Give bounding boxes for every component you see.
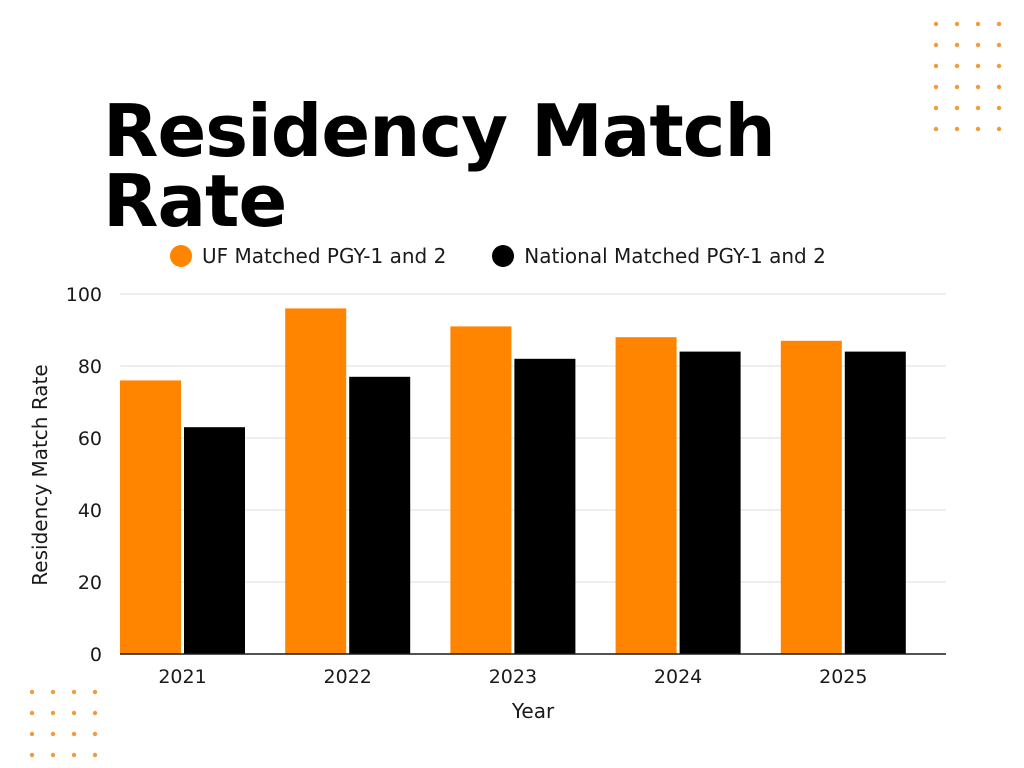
y-tick-label: 20 [78, 572, 102, 594]
decorative-dot [933, 21, 939, 27]
decorative-dot [975, 84, 981, 90]
decorative-dot [50, 710, 56, 716]
x-tick-label: 2021 [158, 666, 206, 688]
decorative-dot [933, 126, 939, 132]
decorative-dot [996, 63, 1002, 69]
decorative-dot [71, 689, 77, 695]
decorative-dot [975, 105, 981, 111]
decorative-dot [29, 731, 35, 737]
x-tick-label: 2022 [324, 666, 372, 688]
y-tick-label: 100 [66, 284, 102, 306]
bar-uf-2025 [780, 340, 842, 654]
y-tick-label: 0 [90, 644, 102, 666]
axes: 0 20 40 60 80 100 2021 2022 2023 2024 2025 [66, 284, 946, 688]
bar-national-2025 [844, 351, 906, 654]
decorative-dot [954, 21, 960, 27]
decorative-dot [975, 63, 981, 69]
decorative-dot [954, 105, 960, 111]
bar-national-2022 [349, 376, 411, 654]
decorative-dot [954, 63, 960, 69]
decorative-dot [29, 710, 35, 716]
legend-label-uf: UF Matched PGY-1 and 2 [202, 244, 447, 268]
decorative-dot [933, 42, 939, 48]
decorative-dot [975, 42, 981, 48]
decorative-dot [996, 84, 1002, 90]
decorative-dot [92, 710, 98, 716]
y-tick-label: 80 [78, 356, 102, 378]
bar-national-2024 [679, 351, 741, 654]
decorative-dot [954, 84, 960, 90]
decorative-dot [71, 731, 77, 737]
x-tick-label: 2024 [654, 666, 702, 688]
decorative-dot [996, 105, 1002, 111]
y-axis-label: Residency Match Rate [28, 364, 52, 585]
bars [120, 308, 906, 654]
decorative-dot [71, 710, 77, 716]
chart-title: Residency Match Rate [103, 89, 776, 243]
decorative-dot [933, 105, 939, 111]
x-axis-label: Year [511, 699, 555, 723]
x-tick-label: 2023 [489, 666, 537, 688]
bar-national-2023 [514, 358, 576, 654]
legend-item-uf: UF Matched PGY-1 and 2 [170, 244, 446, 268]
decorative-dot [29, 752, 35, 758]
legend-item-national: National Matched PGY-1 and 2 [492, 244, 826, 268]
decorative-dot [50, 752, 56, 758]
y-tick-label: 40 [78, 500, 102, 522]
decorative-dot [92, 731, 98, 737]
decorative-dot [996, 126, 1002, 132]
decorative-dot [92, 752, 98, 758]
decorative-dot [954, 42, 960, 48]
bar-uf-2022 [285, 308, 347, 654]
legend: UF Matched PGY-1 and 2 National Matched … [170, 240, 826, 272]
decorative-dot-grid-top-right [933, 21, 1002, 132]
bar-uf-2021 [120, 380, 181, 654]
decorative-dot [50, 689, 56, 695]
decorative-dot [975, 21, 981, 27]
legend-swatch-national [492, 245, 515, 267]
decorative-dot [92, 689, 98, 695]
y-tick-label: 60 [78, 428, 102, 450]
legend-label-national: National Matched PGY-1 and 2 [524, 244, 826, 268]
decorative-dot [975, 126, 981, 132]
decorative-dot [954, 126, 960, 132]
legend-swatch-uf [170, 245, 192, 267]
decorative-dot [29, 689, 35, 695]
decorative-dot [50, 731, 56, 737]
decorative-dot [933, 63, 939, 69]
decorative-dot [996, 42, 1002, 48]
bar-uf-2023 [450, 326, 512, 654]
bar-uf-2024 [615, 337, 677, 654]
decorative-dot [933, 84, 939, 90]
decorative-dot [71, 752, 77, 758]
x-tick-label: 2025 [819, 666, 867, 688]
decorative-dot [996, 21, 1002, 27]
bar-national-2021 [184, 427, 245, 654]
decorative-dot-grid-bottom-left [29, 689, 98, 758]
